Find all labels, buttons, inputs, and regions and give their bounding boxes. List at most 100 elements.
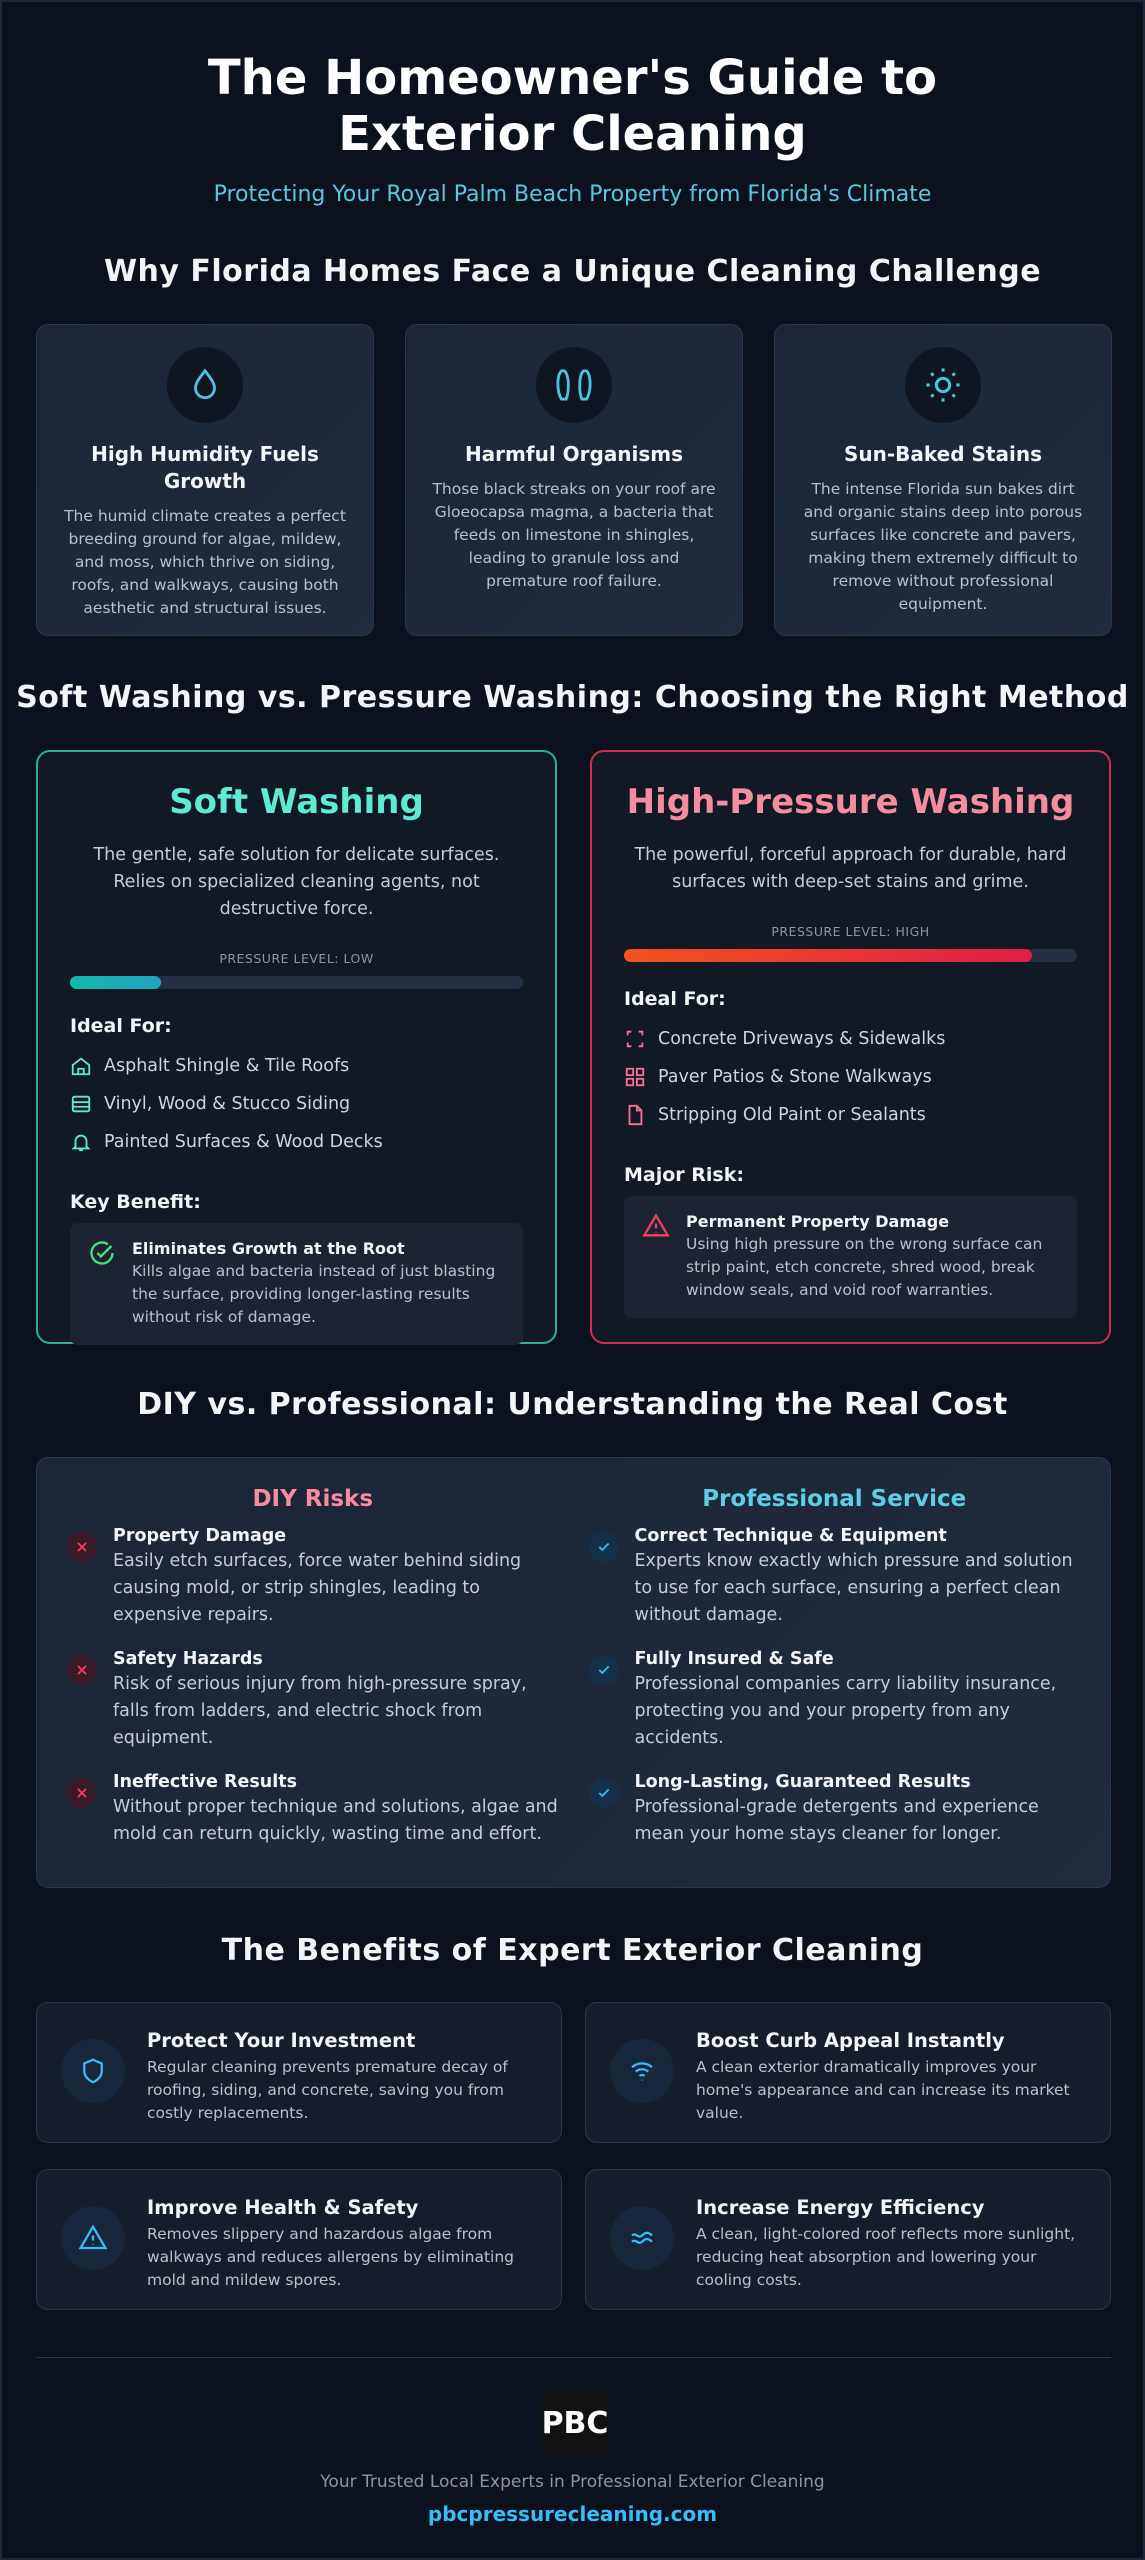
section-heading: DIY vs. Professional: Understanding the … — [137, 1387, 1008, 1422]
benefit-text: Regular cleaning prevents premature deca… — [147, 2058, 508, 2122]
benefit-text: A clean, light-colored roof reflects mor… — [696, 2225, 1076, 2289]
pressure-bar — [70, 976, 523, 989]
list-item: Paver Patios & Stone Walkways — [624, 1058, 1077, 1096]
icon — [588, 1655, 619, 1685]
benefit-title: Improve Health & Safety — [147, 2196, 419, 2219]
list-heading: Ideal For: — [624, 988, 726, 1010]
icon — [610, 2206, 674, 2270]
divider — [36, 2357, 1111, 2358]
section-heading: Soft Washing vs. Pressure Washing: Choos… — [16, 680, 1129, 715]
item-title: Correct Technique & Equipment — [634, 1526, 947, 1546]
logo: PBC — [542, 2390, 608, 2456]
method-card: Soft Washing The gentle, safe solution f… — [36, 750, 557, 1345]
list-item: Concrete Driveways & Sidewalks — [624, 1020, 1077, 1058]
benefit-title: Protect Your Investment — [147, 2029, 416, 2052]
cost-item: Long-Lasting, Guaranteed Results Professi… — [588, 1772, 1081, 1848]
challenge-card: High Humidity Fuels Growth The humid cli… — [36, 324, 374, 636]
method-intro: The gentle, safe solution for delicate s… — [93, 845, 500, 919]
item-text: Paver Patios & Stone Walkways — [658, 1067, 932, 1087]
item-text: Concrete Driveways & Sidewalks — [658, 1029, 946, 1049]
list-heading: Ideal For: — [70, 1015, 172, 1037]
cost-item: Ineffective Results Without proper techni… — [67, 1772, 559, 1848]
item-text: Professional companies carry liability i… — [634, 1674, 1057, 1748]
benefit-text: Removes slippery and hazardous algae fro… — [147, 2225, 514, 2289]
benefit-card: Protect Your Investment Regular cleaning … — [36, 2002, 562, 2143]
method-intro: The powerful, forceful approach for dura… — [634, 845, 1067, 892]
card-text: The humid climate creates a perfect bree… — [64, 507, 346, 617]
benefit-title: Boost Curb Appeal Instantly — [696, 2029, 1005, 2052]
note-text: Kills algae and bacteria instead of just… — [132, 1262, 496, 1326]
method-card: High-Pressure Washing The powerful, forc… — [590, 750, 1111, 1344]
cost-item: Property Damage Easily etch surfaces, for… — [67, 1526, 559, 1629]
card-text: Those black streaks on your roof are Glo… — [432, 480, 716, 590]
item-text: Experts know exactly which pressure and … — [634, 1551, 1073, 1625]
tagline: Your Trusted Local Experts in Profession… — [320, 2472, 825, 2492]
cost-panel: DIY Risks Property Damage Easily etch sur… — [36, 1457, 1111, 1888]
list-item: Asphalt Shingle & Tile Roofs — [70, 1047, 523, 1085]
note-heading: Key Benefit: — [70, 1191, 201, 1213]
item-title: Safety Hazards — [113, 1649, 263, 1669]
method-title: Soft Washing — [169, 782, 424, 822]
section-heading: The Benefits of Expert Exterior Cleaning — [221, 1933, 924, 1968]
pressure-bar — [624, 949, 1077, 962]
item-text: Stripping Old Paint or Sealants — [658, 1105, 926, 1125]
icon — [905, 347, 981, 423]
icon — [67, 1778, 97, 1808]
item-title: Property Damage — [113, 1526, 287, 1546]
header: The Homeowner's Guide to Exterior Cleani… — [2, 50, 1143, 162]
icon — [61, 2206, 125, 2270]
benefit-card: Increase Energy Efficiency A clean, light… — [585, 2169, 1111, 2310]
column-heading: Professional Service — [702, 1486, 967, 1512]
diy-column: DIY Risks Property Damage Easily etch sur… — [67, 1486, 559, 1859]
item-text: Vinyl, Wood & Stucco Siding — [104, 1094, 351, 1114]
item-text: Easily etch surfaces, force water behind… — [113, 1551, 522, 1625]
icon — [588, 1532, 619, 1562]
card-title: High Humidity Fuels Growth — [91, 442, 319, 493]
item-title: Long-Lasting, Guaranteed Results — [634, 1772, 971, 1792]
challenge-card: Harmful Organisms Those black streaks on… — [405, 324, 743, 636]
note-title: Permanent Property Damage — [686, 1212, 950, 1231]
item-text: Without proper technique and solutions, … — [113, 1797, 558, 1844]
list-item: Painted Surfaces & Wood Decks — [70, 1123, 523, 1161]
card-title: Harmful Organisms — [464, 442, 684, 466]
note-heading: Major Risk: — [624, 1164, 744, 1186]
note-box: Permanent Property Damage Using high pres… — [624, 1196, 1077, 1318]
list-item: Vinyl, Wood & Stucco Siding — [70, 1085, 523, 1123]
item-text: Asphalt Shingle & Tile Roofs — [104, 1056, 350, 1076]
pro-column: Professional Service Correct Technique &… — [588, 1486, 1081, 1859]
note-text: Using high pressure on the wrong surface… — [686, 1235, 1043, 1299]
item-text: Painted Surfaces & Wood Decks — [104, 1132, 383, 1152]
subtitle: Protecting Your Royal Palm Beach Propert… — [213, 182, 932, 207]
challenge-card: Sun-Baked Stains The intense Florida sun… — [774, 324, 1112, 636]
icon — [536, 347, 612, 423]
icon — [67, 1532, 97, 1562]
cost-item: Safety Hazards Risk of serious injury fro… — [67, 1649, 559, 1752]
item-text: Professional-grade detergents and experi… — [634, 1797, 1039, 1844]
benefit-card: Improve Health & Safety Removes slippery … — [36, 2169, 562, 2310]
icon — [67, 1655, 97, 1685]
item-title: Fully Insured & Safe — [634, 1649, 834, 1669]
icon — [610, 2039, 674, 2103]
page-title: The Homeowner's Guide to Exterior Cleani… — [207, 50, 938, 162]
pressure-label: PRESSURE LEVEL: HIGH — [771, 924, 930, 939]
icon — [588, 1778, 619, 1808]
list-item: Stripping Old Paint or Sealants — [624, 1096, 1077, 1134]
method-title: High-Pressure Washing — [626, 782, 1075, 822]
item-text: Risk of serious injury from high-pressur… — [113, 1674, 527, 1748]
section-heading: Why Florida Homes Face a Unique Cleaning… — [103, 254, 1042, 289]
note-box: Eliminates Growth at the Root Kills algae… — [70, 1223, 523, 1345]
item-title: Ineffective Results — [113, 1772, 297, 1792]
card-title: Sun-Baked Stains — [844, 442, 1042, 466]
column-heading: DIY Risks — [252, 1486, 374, 1512]
note-title: Eliminates Growth at the Root — [132, 1239, 405, 1258]
cost-item: Fully Insured & Safe Professional compani… — [588, 1649, 1081, 1752]
card-text: The intense Florida sun bakes dirt and o… — [803, 480, 1083, 613]
site-link[interactable]: pbcpressurecleaning.com — [427, 2502, 718, 2526]
benefit-text: A clean exterior dramatically improves y… — [696, 2058, 1070, 2122]
cost-item: Correct Technique & Equipment Experts kno… — [588, 1526, 1081, 1629]
benefit-card: Boost Curb Appeal Instantly A clean exter… — [585, 2002, 1111, 2143]
pressure-label: PRESSURE LEVEL: LOW — [219, 951, 374, 966]
icon — [167, 347, 243, 423]
benefit-title: Increase Energy Efficiency — [696, 2196, 985, 2219]
